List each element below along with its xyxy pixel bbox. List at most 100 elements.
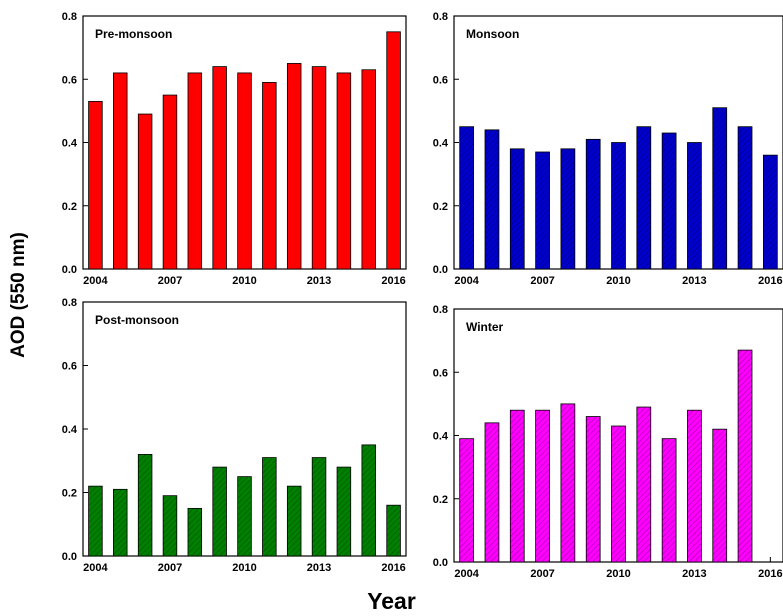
y-tick-label: 0.4 (433, 138, 449, 150)
y-tick-label: 0.2 (433, 201, 448, 213)
x-tick-label: 2013 (307, 562, 331, 574)
bar-2004 (88, 485, 103, 557)
x-tick-label: 2004 (83, 562, 108, 574)
bar-2015 (361, 69, 376, 270)
bar-2014 (336, 466, 352, 557)
bar-2015 (361, 444, 376, 557)
x-tick-label: 2016 (758, 275, 782, 287)
panel-pre-monsoon: 0.0 0.2 0.4 0.6 0.8 2004 2007 2010 2013 2016 Pre-m… (62, 11, 407, 287)
bar-2006 (509, 409, 525, 563)
x-tick-label: 2016 (381, 562, 405, 574)
x-tick-label: 2016 (758, 568, 782, 580)
y-tick-label: 0.6 (62, 361, 77, 373)
panel-winter: 0.0 0.2 0.4 0.6 0.8 2004 2007 2010 2013 2016 Winte… (433, 304, 783, 580)
x-axis-label: Year (367, 588, 416, 614)
x-tick-label: 2007 (530, 275, 554, 287)
bar-2012 (286, 63, 302, 270)
bar-2015 (737, 126, 753, 270)
bar-2010 (237, 72, 252, 270)
bar-2005 (113, 72, 128, 270)
bar-2004 (459, 438, 475, 563)
y-tick-label: 0.0 (62, 264, 77, 276)
y-tick-label: 0.6 (433, 74, 448, 86)
bar-2004 (88, 100, 103, 270)
y-tick-label: 0.4 (433, 431, 449, 443)
bar-2008 (187, 507, 203, 557)
panel-title: Winter (466, 320, 504, 334)
bar-2006 (137, 453, 153, 557)
bar-2016 (762, 154, 778, 270)
bar-2008 (560, 403, 576, 563)
bar-2010 (611, 142, 626, 270)
panel-monsoon: 0.0 0.2 0.4 0.6 0.8 2004 2007 2010 2013 2016 Monso… (433, 11, 783, 287)
x-tick-label: 2004 (454, 568, 479, 580)
y-tick-label: 0.6 (62, 74, 77, 86)
panel-post-monsoon: 0.0 0.2 0.4 0.6 0.8 2004 2007 2010 2013 2016 Post-… (62, 297, 407, 574)
y-tick-label: 0.8 (62, 11, 77, 23)
y-tick-label: 0.2 (433, 494, 448, 506)
bar-2008 (187, 72, 203, 270)
x-tick-label: 2010 (232, 562, 256, 574)
bar-2016 (386, 504, 401, 557)
x-tick-label: 2004 (83, 275, 108, 287)
bar-2005 (113, 488, 128, 557)
bar-2016 (386, 31, 401, 270)
bar-2005 (484, 129, 500, 270)
y-tick-label: 0.8 (433, 11, 448, 23)
y-tick-label: 0.0 (62, 551, 77, 563)
x-tick-label: 2016 (381, 275, 405, 287)
bar-2007 (162, 495, 178, 557)
bar-2008 (560, 148, 576, 270)
bar-2006 (509, 148, 525, 270)
bar-2011 (262, 457, 277, 557)
panel-title: Pre-monsoon (95, 27, 172, 41)
x-tick-label: 2010 (232, 275, 256, 287)
x-tick-label: 2013 (307, 275, 331, 287)
bar-2011 (636, 126, 652, 270)
x-tick-label: 2004 (454, 275, 479, 287)
y-tick-label: 0.6 (433, 367, 448, 379)
bar-2009 (585, 138, 601, 270)
bar-2009 (212, 466, 227, 557)
bar-2013 (687, 142, 702, 270)
y-tick-label: 0.4 (62, 424, 78, 436)
bar-2013 (687, 409, 702, 563)
bar-2014 (712, 107, 728, 270)
y-tick-label: 0.8 (62, 297, 77, 309)
bar-2014 (712, 428, 728, 563)
x-tick-label: 2007 (158, 275, 182, 287)
bar-2005 (484, 422, 500, 563)
bar-2013 (311, 457, 327, 557)
x-tick-label: 2007 (158, 562, 182, 574)
x-tick-label: 2010 (606, 275, 630, 287)
panel-title: Post-monsoon (95, 313, 179, 327)
bar-2013 (311, 66, 327, 270)
panel-title: Monsoon (466, 27, 519, 41)
x-tick-label: 2007 (530, 568, 554, 580)
bar-2011 (262, 82, 277, 270)
bar-2014 (336, 72, 352, 270)
bar-2012 (661, 438, 677, 563)
bar-2010 (611, 425, 626, 563)
x-tick-label: 2013 (682, 275, 706, 287)
bar-2012 (286, 485, 302, 557)
x-tick-label: 2010 (606, 568, 630, 580)
bar-2010 (237, 476, 252, 557)
y-tick-label: 0.0 (433, 264, 448, 276)
bar-2009 (585, 416, 601, 563)
y-tick-label: 0.8 (433, 304, 448, 316)
y-tick-label: 0.4 (62, 138, 78, 150)
bar-2007 (162, 94, 178, 270)
bar-2009 (212, 66, 227, 270)
bar-2006 (137, 113, 153, 270)
bar-2007 (535, 151, 550, 270)
x-tick-label: 2013 (682, 568, 706, 580)
y-tick-label: 0.2 (62, 488, 77, 500)
bar-2015 (737, 349, 753, 563)
y-tick-label: 0.2 (62, 201, 77, 213)
bar-2011 (636, 406, 652, 563)
y-tick-label: 0.0 (433, 557, 448, 569)
bar-2012 (661, 132, 677, 270)
bar-2007 (535, 409, 550, 563)
